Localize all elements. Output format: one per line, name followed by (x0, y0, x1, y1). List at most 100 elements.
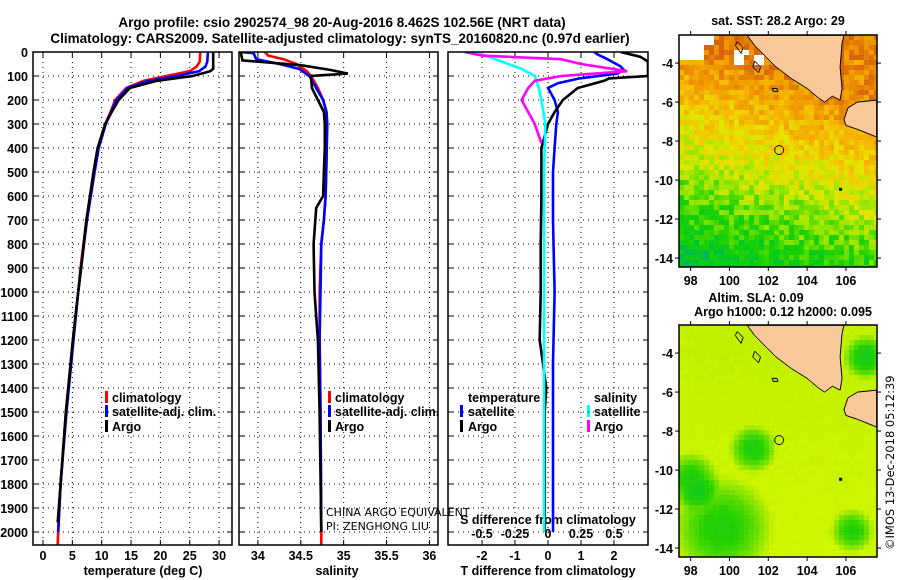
x-tick-label: 1 (578, 549, 585, 563)
lon-tick-label: 102 (758, 564, 779, 578)
x-tick-label: 15 (124, 549, 138, 563)
s-tick-label: -0.25 (501, 527, 530, 541)
lat-tick-label: -8 (662, 425, 673, 439)
lat-tick-label: -10 (655, 464, 673, 478)
lat-tick-label: -8 (662, 135, 673, 149)
x-tick-label: 34 (251, 549, 265, 563)
legend-swatch-satellite (328, 405, 331, 417)
legend-swatch-s-satellite (587, 405, 590, 417)
lat-tick-label: -12 (655, 503, 673, 517)
legend-swatch-s-argo (587, 420, 590, 432)
legend-label-argo: Argo (335, 420, 365, 434)
depth-tick-label: 300 (7, 118, 28, 132)
lat-tick-label: -4 (662, 57, 673, 71)
sst-map-frame (678, 34, 878, 268)
salinity-legend: climatology satellite-adj. clim. Argo (328, 391, 439, 434)
depth-tick-label: 500 (7, 166, 28, 180)
series-line-argo (56, 52, 215, 523)
series-line-temperature-argo (538, 52, 648, 532)
legend-swatch-satellite (105, 405, 108, 417)
lat-tick-label: -6 (662, 386, 673, 400)
depth-tick-label: 1500 (0, 406, 28, 420)
lon-tick-label: 104 (797, 274, 818, 288)
x-tick-label: 30 (212, 549, 226, 563)
depth-tick-label: 1800 (0, 478, 28, 492)
depth-tick-label: 1100 (1, 310, 28, 324)
sst-map-title: sat. SST: 28.2 Argo: 29 (711, 14, 845, 28)
lat-tick-label: -14 (655, 542, 673, 556)
legend-label-argo: Argo (112, 420, 142, 434)
depth-tick-label: 400 (7, 142, 28, 156)
x-tick-label: 34.5 (289, 549, 313, 563)
plot-frame (447, 51, 649, 546)
figure-title-line1: Argo profile: csio 2902574_98 20-Aug-201… (118, 15, 565, 30)
depth-tick-label: 100 (7, 70, 28, 84)
plot-frame (32, 51, 233, 546)
depth-tick-label: 600 (7, 190, 28, 204)
x-tick-label: 36 (422, 549, 436, 563)
s-tick-label: 0 (545, 527, 552, 541)
lon-tick-label: 102 (758, 274, 779, 288)
legend-title-salinity: salinity (594, 391, 637, 405)
legend-label-s-satellite: satellite (594, 405, 641, 419)
legend-title-temperature: temperature (468, 391, 540, 405)
s-difference-xlabel: S difference from climatology (460, 513, 636, 527)
lat-tick-label: -12 (655, 213, 673, 227)
credit-text: ©IMOS 13-Dec-2018 05:12:39 (883, 375, 897, 550)
s-tick-label: 0.5 (605, 527, 622, 541)
legend-swatch-t-argo (460, 420, 463, 432)
legend-swatch-argo (105, 420, 108, 432)
plot-frame (238, 51, 439, 546)
lat-tick-label: -14 (655, 252, 673, 266)
legend-swatch-t-satellite (460, 405, 463, 417)
x-tick-label: -2 (476, 549, 487, 563)
lon-tick-label: 100 (719, 274, 740, 288)
depth-tick-label: 1000 (0, 286, 28, 300)
lon-tick-label: 104 (797, 564, 818, 578)
sla-map-title: Altim. SLA: 0.09 (708, 291, 803, 305)
depth-tick-label: 200 (7, 94, 28, 108)
x-tick-label: 10 (95, 549, 109, 563)
depth-tick-label: 1300 (0, 358, 28, 372)
legend-label-climatology: climatology (335, 391, 405, 405)
legend-swatch-climatology (105, 391, 108, 403)
legend-label-climatology: climatology (112, 391, 182, 405)
x-tick-label: 35 (337, 549, 351, 563)
depth-tick-label: 700 (7, 214, 28, 228)
lon-tick-label: 106 (836, 564, 857, 578)
series-line-salinity-satellite (474, 52, 547, 532)
lat-tick-label: -4 (662, 347, 673, 361)
panel-salinity-profile: 34 34.5 35 35.5 36 (238, 51, 439, 563)
sla-map (679, 325, 877, 557)
lon-tick-label: 106 (836, 274, 857, 288)
sla-map-frame (678, 324, 878, 558)
depth-tick-label: 0 (21, 46, 28, 60)
annotation-line1: CHINA ARGO EQUIVALENT (326, 506, 470, 519)
x-tick-label: 0 (40, 549, 47, 563)
s-tick-label: 0.25 (569, 527, 593, 541)
series-line-argo (239, 52, 349, 533)
t-difference-xlabel: T difference from climatology (460, 564, 635, 578)
panel-temperature-profile: 0 5 10 15 20 25 300100200300400500600700800900… (0, 46, 233, 563)
figure-title-line2: Climatology: CARS2009. Satellite-adjuste… (50, 31, 629, 46)
sla-map-axes: 98 100 102 104 106 -4 -6 -8 -10 -12 -14 (655, 321, 881, 578)
sst-map (679, 35, 877, 267)
depth-tick-label: 1200 (0, 334, 28, 348)
depth-tick-label: 2000 (0, 526, 28, 540)
depth-tick-label: 1900 (0, 502, 28, 516)
x-tick-label: 25 (183, 549, 197, 563)
x-tick-label: 2 (611, 549, 618, 563)
legend-label-t-satellite: satellite (468, 405, 515, 419)
temperature-xlabel: temperature (deg C) (84, 564, 203, 578)
difference-legend: temperature satellite Argo salinity sate… (460, 391, 641, 434)
legend-swatch-argo (328, 420, 331, 432)
panel-difference-profile: -2 -1 0 1 2 -0.5 -0.25 0 0.25 0.5 (447, 51, 649, 563)
s-tick-label: -0.5 (471, 527, 493, 541)
legend-label-s-argo: Argo (594, 420, 624, 434)
series-line-temperature-satellite (546, 52, 626, 532)
legend-label-satellite: satellite-adj. clim. (112, 405, 216, 419)
x-tick-label: 0 (545, 549, 552, 563)
lon-tick-label: 98 (684, 274, 698, 288)
